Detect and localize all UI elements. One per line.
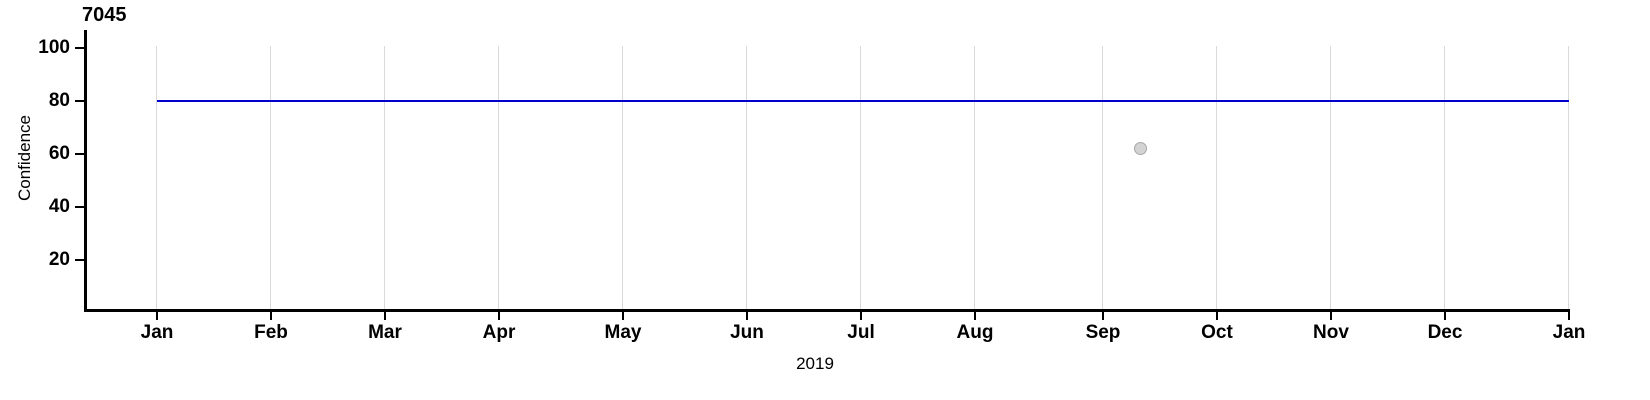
gridline-jan xyxy=(156,46,158,309)
x-tick-label-sep: Sep xyxy=(1085,322,1121,343)
x-tick-mark-jan-next xyxy=(1568,311,1570,320)
gridline-sep xyxy=(1102,46,1104,309)
chart-title: 7045 xyxy=(82,4,127,26)
x-tick-label-nov: Nov xyxy=(1313,322,1349,343)
y-tick-mark-20 xyxy=(75,259,84,261)
gridline-oct xyxy=(1216,46,1218,309)
y-tick-mark-60 xyxy=(75,153,84,155)
x-tick-label-aug: Aug xyxy=(956,322,994,343)
x-tick-mark-aug xyxy=(974,311,976,320)
x-tick-label-jul: Jul xyxy=(847,322,875,343)
x-tick-mark-jun xyxy=(746,311,748,320)
data-point-marker[interactable] xyxy=(1133,141,1147,155)
x-axis-line xyxy=(84,309,1570,312)
gridline-aug xyxy=(974,46,976,309)
y-tick-label-20: 20 xyxy=(48,249,70,270)
y-tick-mark-100 xyxy=(75,47,84,49)
gridline-feb xyxy=(270,46,272,309)
gridline-may xyxy=(622,46,624,309)
threshold-line-series xyxy=(157,100,1569,103)
gridline-mar xyxy=(384,46,386,309)
x-tick-label-dec: Dec xyxy=(1427,322,1463,343)
x-tick-label-jan: Jan xyxy=(140,322,174,343)
y-tick-label-60: 60 xyxy=(48,143,70,164)
x-tick-mark-sep xyxy=(1102,311,1104,320)
x-tick-mark-feb xyxy=(270,311,272,320)
x-tick-mark-oct xyxy=(1216,311,1218,320)
y-tick-mark-40 xyxy=(75,206,84,208)
y-tick-label-80: 80 xyxy=(48,90,70,111)
x-tick-label-jun: Jun xyxy=(730,322,764,343)
x-tick-mark-dec xyxy=(1444,311,1446,320)
x-tick-label-mar: Mar xyxy=(368,322,402,343)
y-tick-mark-80 xyxy=(75,100,84,102)
y-axis-line xyxy=(84,30,87,311)
x-tick-mark-nov xyxy=(1330,311,1332,320)
x-axis-title: 2019 xyxy=(796,354,834,373)
x-tick-mark-apr xyxy=(498,311,500,320)
gridline-jan-next xyxy=(1568,46,1570,309)
x-tick-mark-mar xyxy=(384,311,386,320)
x-tick-mark-jan xyxy=(156,311,158,320)
x-tick-mark-may xyxy=(622,311,624,320)
x-tick-label-oct: Oct xyxy=(1201,322,1233,343)
gridline-jul xyxy=(860,46,862,309)
x-tick-label-jan-next: Jan xyxy=(1552,322,1586,343)
x-tick-label-may: May xyxy=(604,322,642,343)
x-tick-label-feb: Feb xyxy=(254,322,288,343)
gridline-nov xyxy=(1330,46,1332,309)
gridline-jun xyxy=(746,46,748,309)
x-tick-label-apr: Apr xyxy=(482,322,516,343)
gridline-dec xyxy=(1444,46,1446,309)
y-tick-label-40: 40 xyxy=(48,196,70,217)
x-tick-mark-jul xyxy=(860,311,862,320)
gridline-apr xyxy=(498,46,500,309)
y-tick-label-100: 100 xyxy=(38,37,70,58)
